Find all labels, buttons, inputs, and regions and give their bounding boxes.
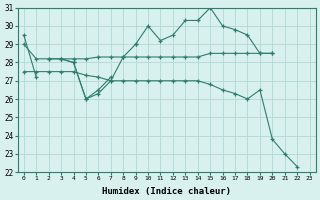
X-axis label: Humidex (Indice chaleur): Humidex (Indice chaleur) bbox=[102, 187, 231, 196]
